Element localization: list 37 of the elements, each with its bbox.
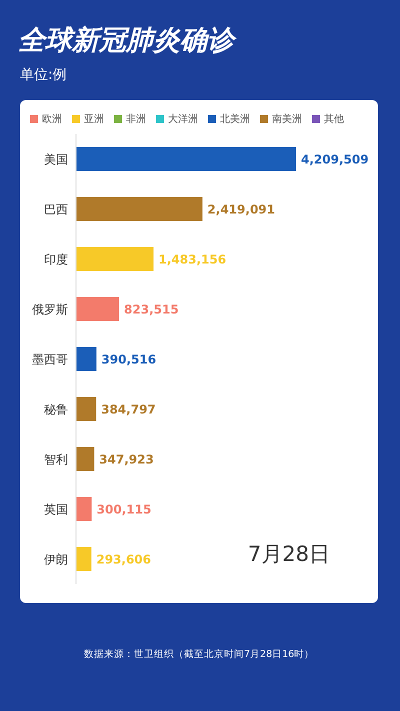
data-label: 384,797 — [101, 402, 156, 416]
y-tick-label: 伊朗 — [44, 552, 68, 566]
data-label: 390,516 — [101, 352, 156, 366]
bar — [76, 347, 96, 371]
y-tick-label: 英国 — [44, 502, 68, 516]
chart-subtitle: 单位:例 — [20, 66, 67, 84]
bar — [76, 447, 94, 471]
y-tick-label: 印度 — [44, 252, 68, 266]
y-tick-label: 墨西哥 — [32, 352, 68, 366]
data-label: 293,606 — [96, 552, 151, 566]
bar — [76, 547, 92, 571]
bar — [76, 297, 120, 321]
legend-label: 大洋洲 — [168, 114, 198, 125]
data-label: 300,115 — [96, 502, 152, 516]
legend-label: 亚洲 — [84, 114, 104, 125]
y-tick-label: 秘鲁 — [44, 402, 68, 416]
bar — [76, 197, 202, 221]
bar — [76, 497, 92, 521]
bar — [76, 147, 296, 171]
data-label: 1,483,156 — [158, 252, 226, 266]
bar — [76, 247, 154, 271]
y-tick-label: 美国 — [44, 152, 68, 166]
data-label: 823,515 — [124, 302, 179, 316]
legend-label: 其他 — [324, 114, 344, 125]
data-label: 347,923 — [99, 452, 154, 466]
y-tick-label: 俄罗斯 — [32, 302, 68, 316]
data-label: 2,419,091 — [207, 202, 276, 216]
data-label: 4,209,509 — [301, 152, 369, 166]
y-tick-label: 智利 — [44, 452, 68, 466]
y-tick-label: 巴西 — [44, 202, 68, 216]
legend-label: 南美洲 — [272, 114, 302, 125]
source-note: 数据来源：世卫组织（截至北京时间7月28日16时） — [84, 648, 314, 661]
legend-label: 欧洲 — [42, 114, 62, 125]
annotation: 7月28日 — [248, 541, 330, 568]
bar — [76, 397, 96, 421]
legend-label: 非洲 — [126, 114, 146, 125]
legend-label: 北美洲 — [220, 114, 250, 125]
